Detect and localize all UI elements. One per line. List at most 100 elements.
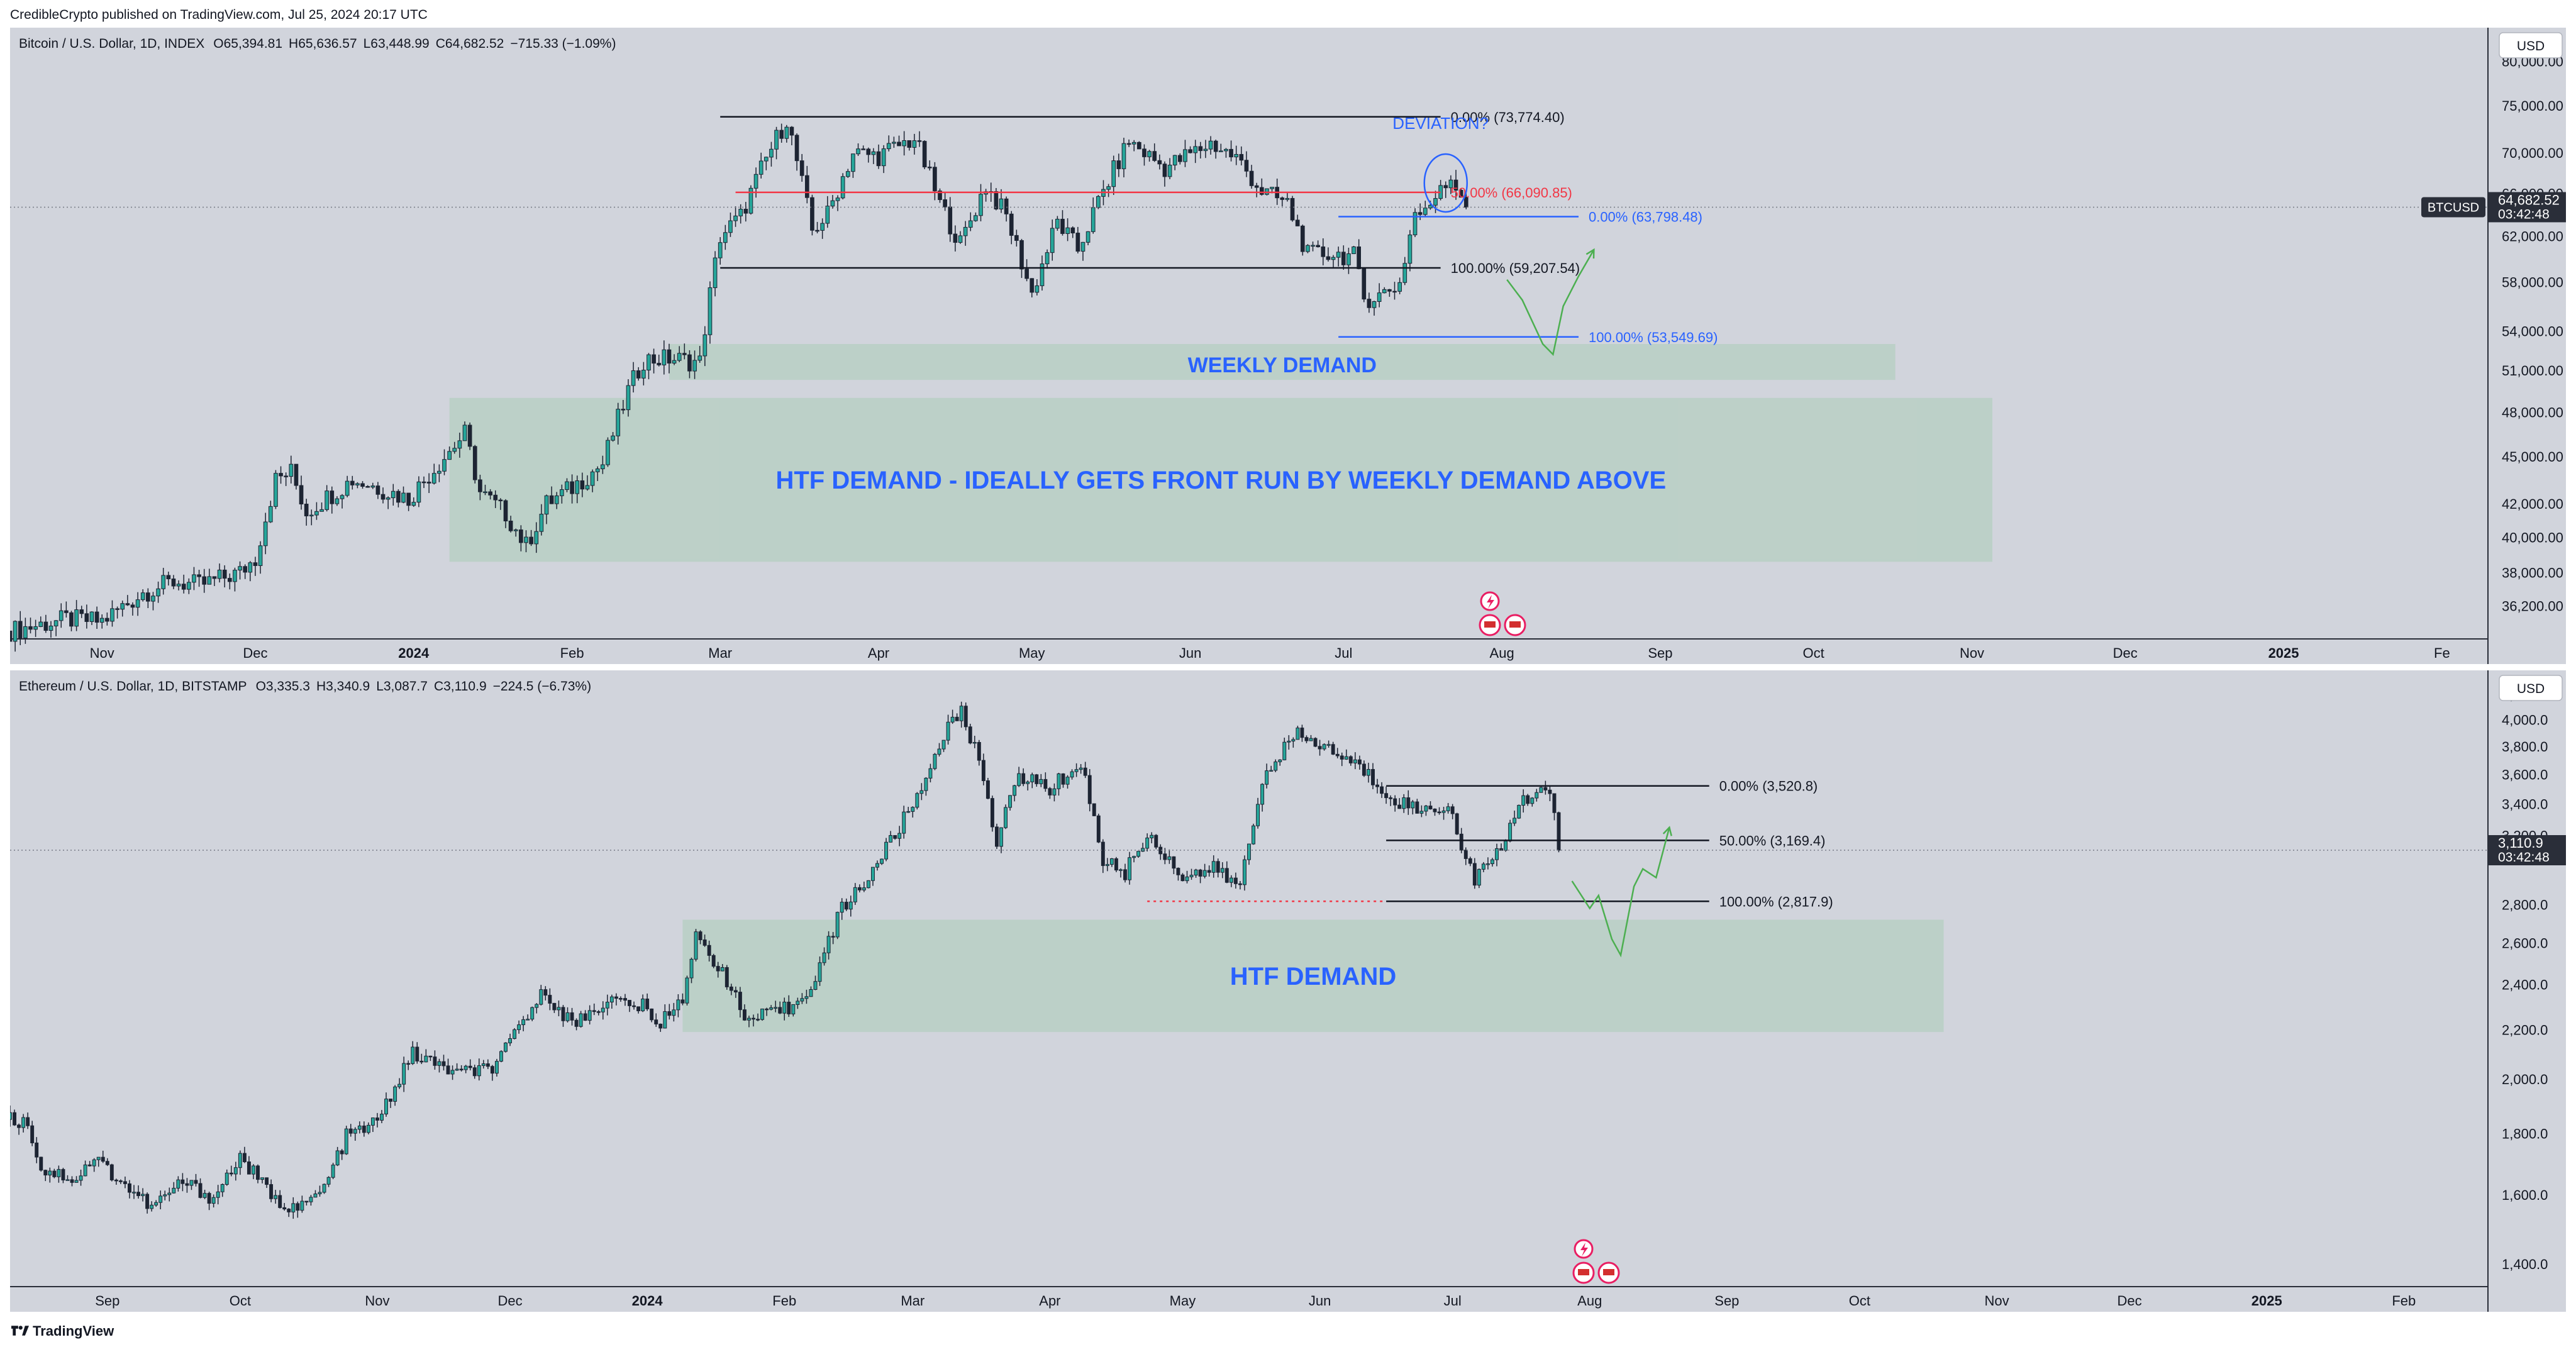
candle xyxy=(871,151,876,155)
pane-divider[interactable] xyxy=(0,664,2576,670)
candle xyxy=(79,609,84,614)
candle xyxy=(844,902,848,910)
candle xyxy=(1207,870,1211,873)
candle xyxy=(742,1009,747,1021)
candle xyxy=(933,753,937,769)
btc-chart-panel[interactable]: WEEKLY DEMAND HTF DEMAND - IDEALLY GETS F… xyxy=(10,28,2566,664)
candle xyxy=(1419,811,1424,814)
fib-level-label: 0.00% (63,798.48) xyxy=(1589,209,1702,224)
candle xyxy=(995,826,999,847)
candle xyxy=(1074,769,1079,772)
time-tick-label: Nov xyxy=(365,1293,389,1309)
time-axis[interactable] xyxy=(10,639,2488,664)
candle xyxy=(1322,744,1326,750)
price-tick-label: 70,000.00 xyxy=(2502,145,2563,161)
projection-path[interactable] xyxy=(1506,249,1595,357)
candle xyxy=(946,721,950,741)
candle xyxy=(840,902,844,913)
price-tick-label: 3,400.0 xyxy=(2502,797,2548,812)
price-axis[interactable] xyxy=(2488,670,2566,1312)
candle xyxy=(1083,767,1087,776)
candle xyxy=(1352,246,1356,254)
price-tick-label: 45,000.00 xyxy=(2502,449,2563,465)
candle xyxy=(687,354,692,372)
candle xyxy=(48,625,53,631)
ohlc-value: C3,110.9 xyxy=(434,679,487,694)
candle xyxy=(1256,804,1260,826)
candle xyxy=(508,521,513,531)
candle xyxy=(848,901,853,910)
candle xyxy=(10,630,13,642)
price-axis[interactable] xyxy=(2488,28,2566,664)
candle xyxy=(748,187,753,214)
candle xyxy=(1423,208,1428,215)
candle xyxy=(1014,235,1019,241)
ohlc-value: C64,682.52 xyxy=(436,36,504,51)
candle xyxy=(1270,187,1274,189)
candle xyxy=(680,999,685,1004)
candle xyxy=(1039,779,1043,784)
candle xyxy=(220,1183,225,1192)
candle xyxy=(953,233,958,243)
candle xyxy=(937,748,941,755)
candle xyxy=(167,1192,172,1195)
candle xyxy=(1357,759,1362,765)
currency-button[interactable] xyxy=(2499,675,2563,701)
candle xyxy=(431,473,436,484)
candle xyxy=(652,354,656,364)
candle xyxy=(596,1011,601,1013)
candle xyxy=(654,1019,658,1024)
candle xyxy=(866,880,870,889)
candle xyxy=(543,989,548,996)
candle xyxy=(544,495,549,515)
candle xyxy=(886,143,891,150)
candle xyxy=(477,1065,481,1077)
candle xyxy=(1092,803,1096,816)
candle xyxy=(176,584,181,587)
candle xyxy=(248,562,253,573)
candle xyxy=(1282,741,1287,760)
candle xyxy=(698,931,702,941)
zone-label: HTF DEMAND xyxy=(1230,963,1396,990)
candle xyxy=(557,1007,561,1011)
candle xyxy=(1513,818,1517,824)
projection-path[interactable] xyxy=(1571,827,1670,958)
btc-chart-svg[interactable]: WEEKLY DEMAND HTF DEMAND - IDEALLY GETS F… xyxy=(10,28,2566,664)
candle xyxy=(1252,825,1255,845)
candle xyxy=(26,1117,30,1126)
candle xyxy=(1336,252,1341,258)
candle xyxy=(83,1164,87,1177)
candle xyxy=(185,1183,189,1186)
candle xyxy=(114,1179,118,1182)
candle xyxy=(322,1183,326,1193)
candle xyxy=(1313,738,1318,747)
candle xyxy=(753,174,758,189)
candle xyxy=(462,424,467,441)
candle xyxy=(1202,870,1207,877)
candle xyxy=(1367,299,1372,308)
eth-chart-svg[interactable]: HTF DEMAND 0.00% (3,520.8) 50.00% (3,169.4… xyxy=(10,670,2566,1312)
candle xyxy=(181,584,186,590)
candle xyxy=(1017,773,1021,786)
time-axis[interactable] xyxy=(10,1287,2488,1312)
candle xyxy=(380,1114,384,1121)
candle xyxy=(657,363,662,365)
time-tick-label: Jul xyxy=(1444,1293,1462,1309)
candle xyxy=(513,1029,517,1039)
time-tick-label: Nov xyxy=(1960,645,1984,661)
candle xyxy=(314,511,319,516)
candle xyxy=(968,726,972,744)
candle xyxy=(1341,252,1346,265)
candle xyxy=(667,1011,672,1016)
currency-button[interactable] xyxy=(2499,32,2563,58)
candle xyxy=(676,999,680,1011)
candle xyxy=(1045,252,1050,265)
candle xyxy=(1387,289,1392,292)
candle xyxy=(791,1004,796,1014)
candle xyxy=(1481,863,1485,870)
candle xyxy=(87,1164,92,1167)
eth-chart-panel[interactable]: HTF DEMAND 0.00% (3,520.8) 50.00% (3,169.4… xyxy=(10,670,2566,1312)
candle xyxy=(972,741,977,744)
candle xyxy=(845,171,850,177)
candle xyxy=(192,574,196,583)
